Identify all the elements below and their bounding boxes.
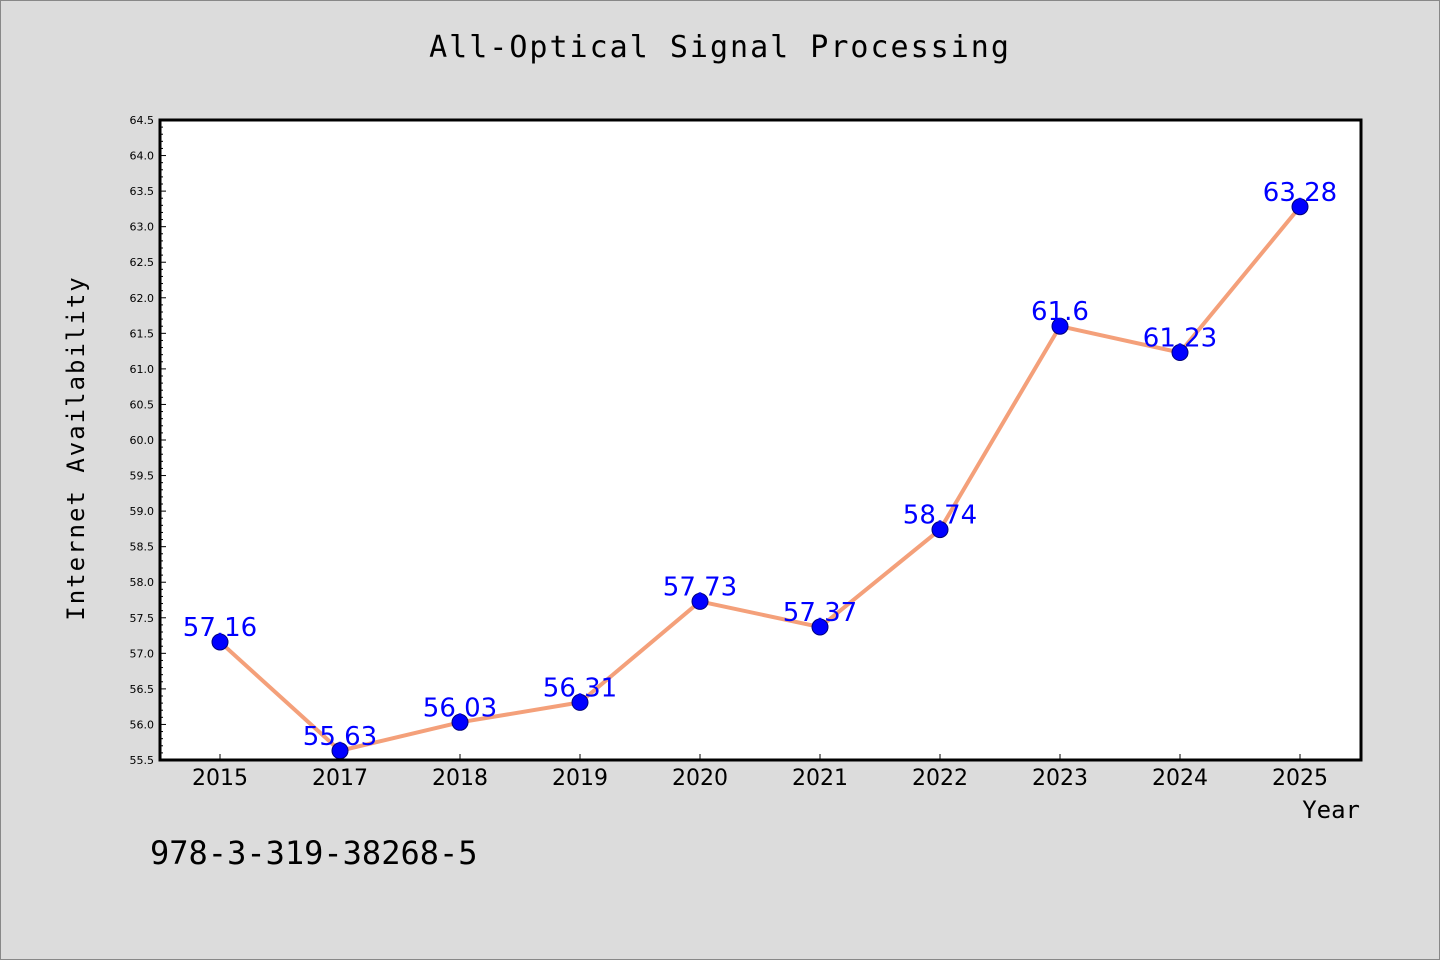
y-tick-label: 57.0 [130,647,155,660]
data-label: 63.28 [1263,178,1337,208]
data-point [931,521,949,539]
data-label: 57.16 [183,613,257,643]
data-point [451,713,469,731]
y-tick-label: 56.5 [130,683,155,696]
x-tick-label: 2022 [912,766,968,791]
isbn-label: 978-3-319-38268-5 [150,834,478,872]
plot-border [158,118,1363,762]
y-tick-label: 59.5 [130,470,155,483]
data-point [1291,198,1309,216]
y-tick-label: 63.0 [130,221,155,234]
x-tick-label: 2025 [1272,766,1328,791]
x-axis-label: Year [1302,796,1360,824]
y-tick-label: 64.5 [130,114,155,127]
x-tick-label: 2024 [1152,766,1208,791]
series-line [218,204,1302,753]
data-point [691,592,709,610]
data-label: 55.63 [303,722,377,752]
y-tick-label: 60.5 [130,398,155,411]
y-tick-label: 61.5 [130,327,155,340]
plot-area [160,120,1361,760]
data-label: 61.6 [1031,297,1089,327]
y-tick-label: 58.0 [130,576,155,589]
data-point [1171,344,1189,362]
x-tick-label: 2019 [552,766,608,791]
data-label: 57.37 [783,598,857,628]
data-label: 57.73 [663,572,737,602]
data-label: 56.03 [423,693,497,723]
y-tick-label: 61.0 [130,363,155,376]
y-tick-label: 62.0 [130,292,155,305]
y-tick-label: 58.5 [130,541,155,554]
y-tick-label: 60.0 [130,434,155,447]
x-tick-label: 2023 [1032,766,1088,791]
data-point [811,618,829,636]
x-tick-label: 2018 [432,766,488,791]
data-point [571,693,589,711]
y-tick-label: 59.0 [130,505,155,518]
data-label: 58.74 [903,501,977,531]
y-tick-label: 57.5 [130,612,155,625]
data-label: 56.31 [543,673,617,703]
data-point [211,633,229,651]
y-tick-label: 62.5 [130,256,155,269]
x-tick-label: 2021 [792,766,848,791]
x-tick-label: 2020 [672,766,728,791]
chart-title: All-Optical Signal Processing [429,30,1011,65]
data-point [1051,317,1069,335]
y-tick-label: 64.0 [130,150,155,163]
y-tick-label: 63.5 [130,185,155,198]
x-tick-label: 2017 [312,766,368,791]
y-tick-label: 55.5 [130,754,155,767]
x-tick-label: 2015 [192,766,248,791]
y-tick-label: 56.0 [130,718,155,731]
data-label: 61.23 [1143,324,1217,354]
